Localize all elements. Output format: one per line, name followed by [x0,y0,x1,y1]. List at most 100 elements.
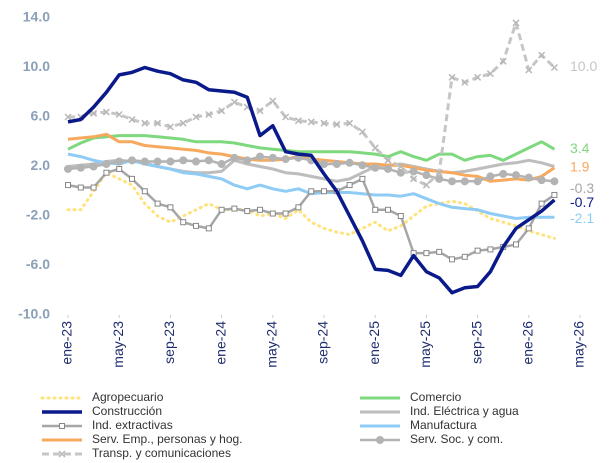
point-marker [449,256,455,263]
end-label: 10.0 [570,58,597,74]
point-marker [89,162,98,171]
series [67,134,556,162]
x-tick-label: sep-24 [315,321,331,364]
point-marker [308,188,315,195]
x-tick-label: may-25 [417,321,433,368]
point-marker [64,113,72,121]
series [64,19,558,189]
point-marker [218,206,225,213]
x-tick-label: sep-25 [468,321,484,364]
point-marker [461,78,469,86]
point-marker [102,160,111,169]
point-marker [295,204,302,211]
point-marker [474,73,482,81]
x-tick-label: ene-24 [212,321,228,365]
point-marker [281,155,290,164]
y-tick-label: 10.0 [23,58,50,74]
point-marker [166,157,175,166]
x-tick-label: ene-26 [520,321,536,365]
point-marker [448,177,456,186]
point-marker [371,144,379,152]
point-marker [129,175,135,182]
legend-marker [59,423,65,429]
point-marker [217,160,226,169]
point-marker [436,248,443,255]
point-marker [358,161,367,170]
series [65,165,558,263]
point-marker [397,162,405,171]
legend-label: Ind. Eléctrica y agua [410,404,519,418]
point-marker [90,184,97,191]
point-marker [397,213,404,219]
point-marker [205,225,212,232]
point-marker [76,163,85,172]
point-marker [115,157,124,166]
point-marker [538,200,545,207]
legend-label: Ind. extractivas [92,418,173,432]
y-tick-label: -10.0 [18,306,50,322]
point-marker [422,171,431,180]
line [67,65,556,295]
point-marker [294,117,302,125]
point-marker [256,107,264,115]
point-marker [269,97,277,105]
point-marker [385,206,391,213]
x-tick-label: may-26 [571,321,587,368]
end-label: -2.1 [570,210,594,226]
y-tick-label: 2.0 [31,157,51,173]
point-marker [153,157,162,166]
end-label: 1.9 [570,158,590,174]
point-marker [141,188,148,195]
point-marker [396,168,405,177]
point-marker [115,110,123,119]
y-tick-label: -2.0 [26,207,50,223]
point-marker [474,247,481,254]
point-marker [358,128,366,136]
legend-label: Manufactura [410,418,477,432]
point-marker [128,156,136,165]
point-marker [65,182,71,189]
point-marker [487,246,494,253]
x-tick-label: sep-23 [161,321,177,364]
point-marker [205,110,213,119]
point-marker [268,153,277,162]
point-marker [256,152,264,161]
point-marker [141,119,149,127]
series [67,65,556,295]
point-marker [513,241,519,248]
point-marker [435,169,443,177]
point-marker [192,157,200,166]
point-marker [422,181,430,189]
point-marker [461,253,468,260]
point-marker [230,153,239,162]
point-marker [460,177,469,186]
point-marker [384,164,392,173]
point-marker [257,206,263,213]
point-marker [244,208,251,215]
end-label: -0.3 [570,180,594,196]
y-tick-label: 14.0 [23,9,50,25]
point-marker [154,119,162,127]
point-marker [346,182,353,189]
point-marker [345,158,354,167]
point-marker [166,123,174,131]
point-marker [321,188,327,195]
point-marker [423,250,430,257]
point-marker [231,205,238,212]
point-marker [243,156,252,165]
point-marker [499,169,508,178]
point-marker [154,200,161,207]
legend-label: Construcción [92,404,162,418]
point-marker [140,157,149,166]
point-marker [448,73,456,81]
point-marker [320,160,328,169]
point-marker [179,119,187,127]
point-marker [193,222,199,229]
point-marker [102,108,110,116]
point-marker [192,113,200,121]
point-marker [282,210,289,217]
series [66,171,556,240]
line [66,171,556,240]
point-marker [410,175,418,183]
point-marker [512,171,520,180]
